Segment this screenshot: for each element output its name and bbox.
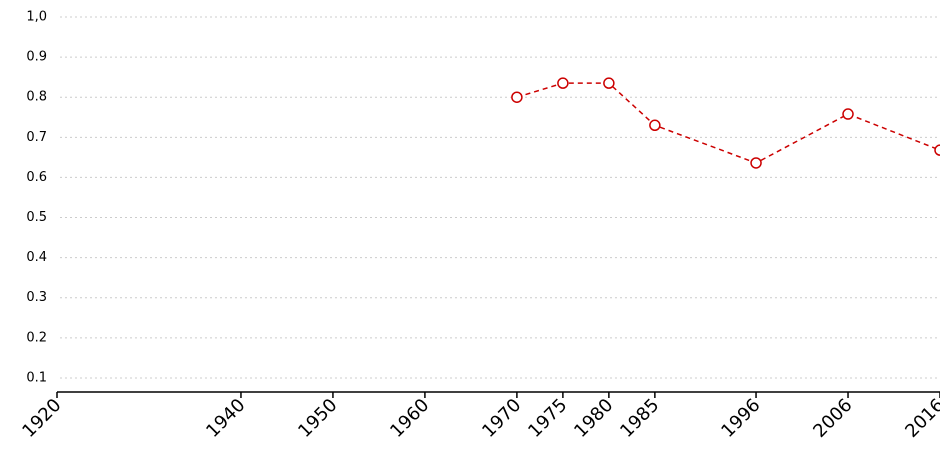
y-tick-label: 0.7	[26, 130, 47, 145]
x-tick-label: 1975	[524, 395, 571, 442]
data-point	[750, 157, 762, 169]
data-line	[516, 82, 940, 164]
x-tick-label: 1950	[294, 395, 341, 442]
y-tick-label: 0.3	[26, 290, 47, 305]
x-tick-label: 1996	[717, 395, 764, 442]
x-tick-label: 1980	[570, 395, 617, 442]
data-point	[557, 77, 569, 89]
x-tick-label: 2006	[809, 395, 856, 442]
data-point	[649, 119, 661, 132]
x-tick-label: 1960	[386, 395, 433, 442]
y-tick-label: 0.8	[26, 90, 47, 105]
y-tick-label: 0.1	[26, 370, 47, 385]
x-tick-label: 1940	[202, 395, 249, 442]
y-tick-label: 0.6	[26, 170, 47, 185]
y-tick-label: 0.2	[26, 330, 47, 345]
data-point	[511, 91, 523, 103]
data-point	[934, 144, 940, 156]
x-tick-label: 1920	[18, 395, 65, 442]
x-tick-label: 2016	[901, 395, 940, 442]
y-tick-label: 0.9	[26, 50, 47, 65]
data-point	[603, 77, 615, 89]
y-tick-label: 0.5	[26, 210, 47, 225]
y-tick-label: 0.4	[26, 250, 47, 265]
x-tick-label: 1970	[478, 395, 525, 442]
data-point	[842, 108, 854, 120]
y-tick-label: 1,0	[26, 10, 47, 25]
x-tick-label: 1985	[616, 395, 663, 442]
